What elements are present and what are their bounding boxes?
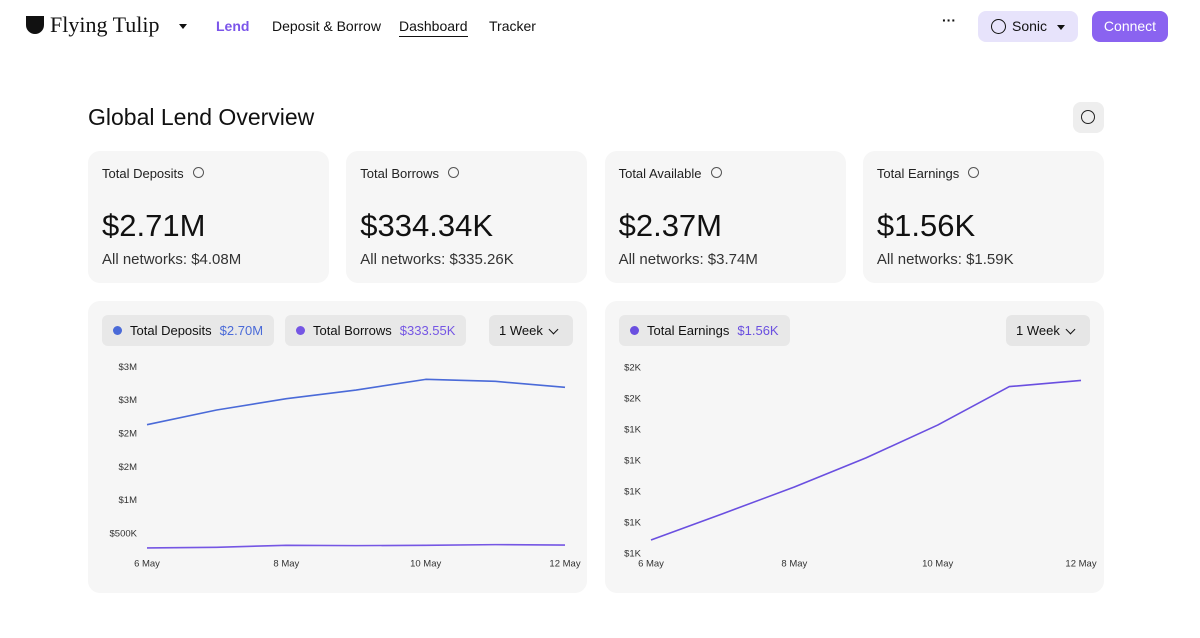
legend-name: Total Deposits — [130, 323, 212, 338]
info-button[interactable] — [1073, 102, 1104, 133]
stat-all-networks: All networks: $335.26K — [360, 251, 514, 268]
stat-card: Total Deposits $2.71M All networks: $4.08M — [88, 151, 329, 283]
info-icon — [967, 167, 979, 178]
nav-bar: Flying Tulip Lend Deposit & Borrow Dashb… — [0, 0, 1200, 54]
stat-all-networks: All networks: $1.59K — [876, 251, 1014, 268]
stat-card: Total Earnings $1.56K All networks: $1.59K — [862, 151, 1104, 283]
info-icon — [193, 167, 204, 178]
legend-value: $2.70M — [219, 323, 264, 338]
stat-value: $334.34K — [360, 208, 494, 243]
legend-dot — [630, 326, 639, 335]
legend-dot — [113, 326, 122, 335]
range-label: 1 Week — [1016, 323, 1060, 338]
nav-link[interactable]: Lend — [216, 18, 250, 34]
more-button[interactable]: ··· — [942, 12, 956, 28]
stat-value: $2.37M — [618, 208, 722, 243]
logo[interactable]: Flying Tulip — [26, 12, 159, 38]
info-icon — [448, 167, 460, 178]
legend-name: Total Borrows — [313, 323, 392, 338]
stat-all-networks: All networks: $4.08M — [102, 251, 242, 268]
stat-card: Total Available $2.37M All networks: $3.74… — [604, 151, 846, 283]
info-icon — [710, 167, 722, 178]
network-select[interactable]: Sonic — [978, 11, 1078, 42]
range-select[interactable]: 1 Week — [1006, 315, 1090, 346]
legend-dot — [296, 326, 305, 335]
legend-item[interactable]: Total Earnings $1.56K — [619, 315, 790, 346]
stat-value: $1.56K — [876, 208, 976, 243]
legend-item[interactable]: Total Deposits $2.70M — [102, 315, 275, 346]
stat-all-networks: All networks: $3.74M — [618, 251, 758, 268]
stat-card: Total Borrows $334.34K All networks: $335.… — [346, 151, 588, 283]
range-label: 1 Week — [499, 323, 543, 338]
nav-link[interactable]: Dashboard — [399, 18, 468, 37]
page-title: Global Lend Overview — [88, 104, 315, 130]
nav-link[interactable]: Deposit & Borrow — [272, 18, 381, 34]
stat-label: Total Borrows — [360, 166, 440, 181]
nav-link[interactable]: Tracker — [489, 18, 536, 34]
stat-value: $2.71M — [102, 208, 206, 243]
chevron — [548, 324, 559, 335]
range-select[interactable]: 1 Week — [489, 315, 573, 346]
legend-value: $1.56K — [737, 323, 779, 338]
legend-value: $333.55K — [399, 323, 456, 338]
logo-text[interactable]: Flying Tulip — [50, 12, 160, 37]
logo-menu[interactable] — [179, 24, 187, 33]
chevron — [1065, 324, 1076, 335]
legend-name: Total Earnings — [647, 323, 730, 338]
stat-label: Total Deposits — [102, 166, 184, 181]
network-name[interactable]: Sonic — [1012, 18, 1048, 34]
stat-label: Total Available — [618, 166, 702, 181]
connect-button[interactable]: Connect — [1092, 11, 1168, 42]
legend-item[interactable]: Total Borrows $333.55K — [285, 315, 467, 346]
stat-label: Total Earnings — [876, 166, 960, 181]
